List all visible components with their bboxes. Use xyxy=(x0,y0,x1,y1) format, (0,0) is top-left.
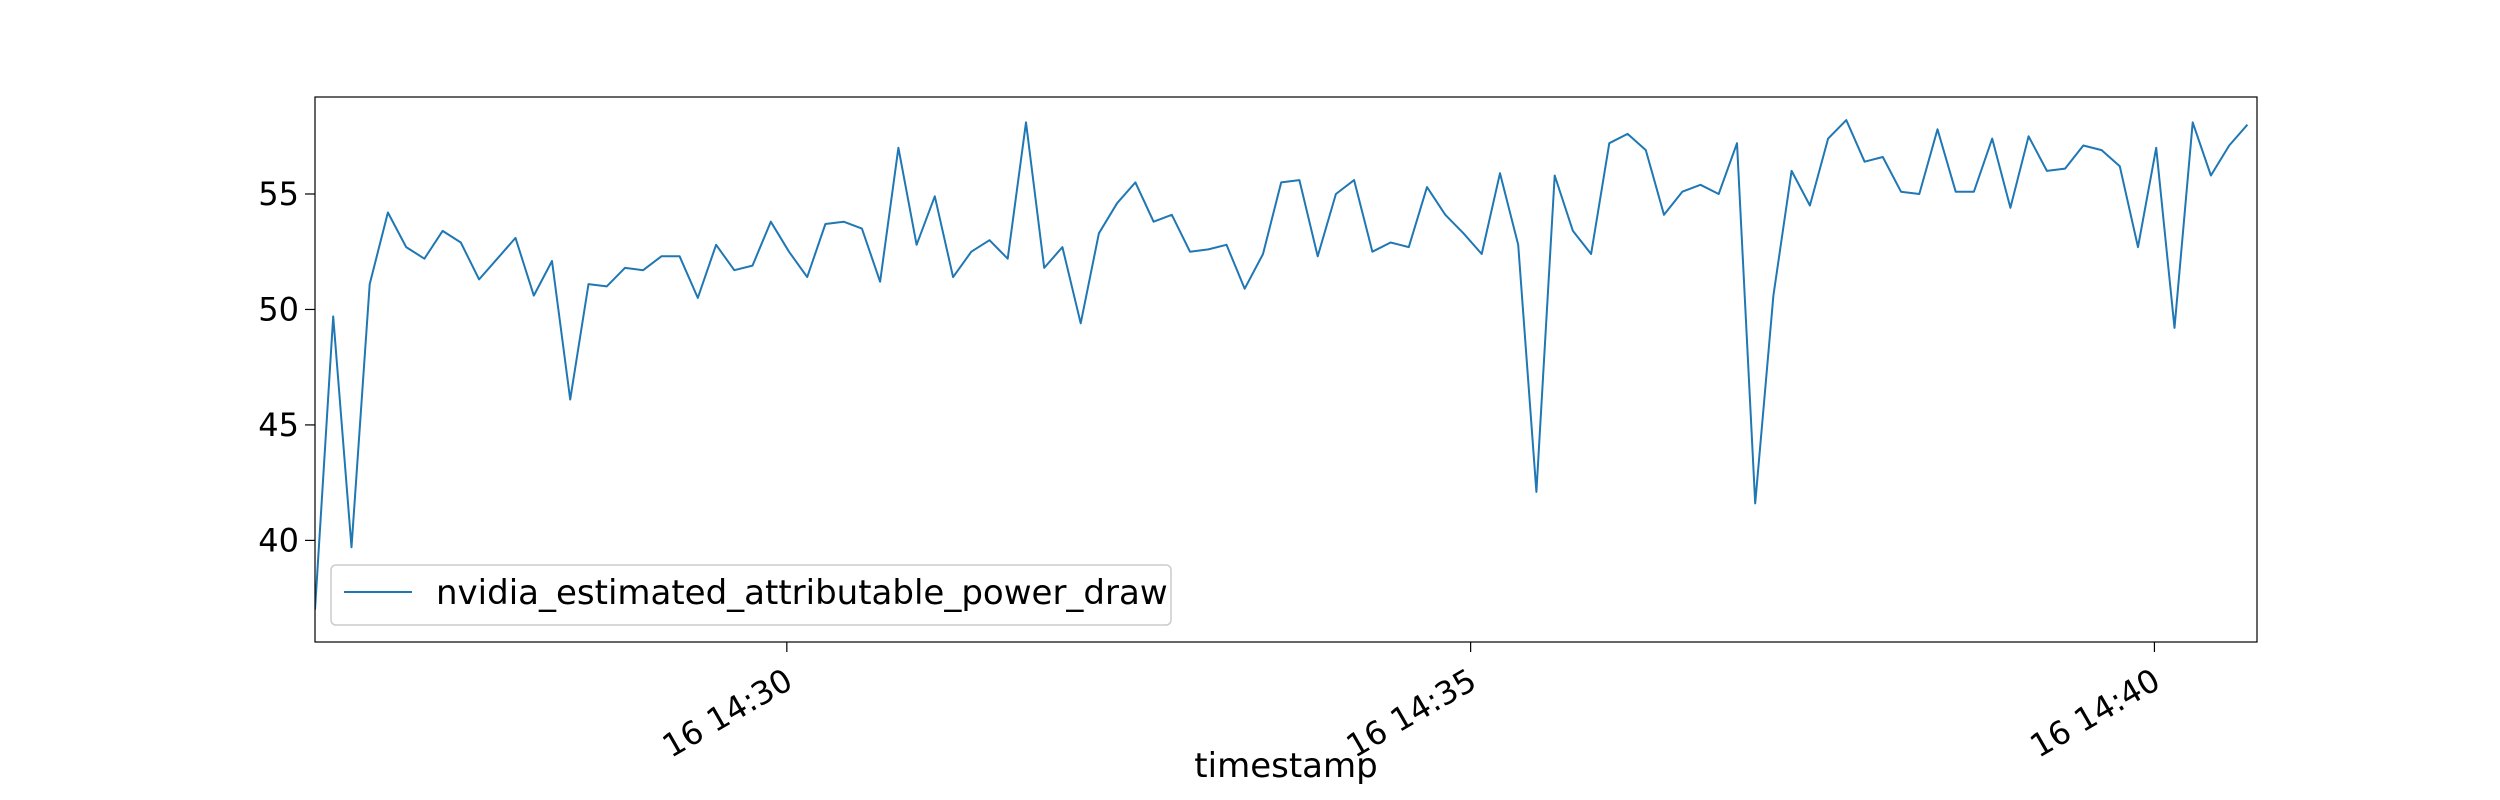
x-tick-label: 16 14:40 xyxy=(2023,661,2166,765)
y-tick-label: 45 xyxy=(258,406,299,444)
legend-label: nvidia_estimated_attributable_power_draw xyxy=(436,573,1168,613)
y-tick-label: 40 xyxy=(258,521,299,559)
x-axis-label: timestamp xyxy=(1194,746,1377,786)
series-layer xyxy=(315,119,2249,610)
series-line xyxy=(315,119,2249,610)
y-axis: 40 45 50 55 xyxy=(258,175,315,559)
y-tick-label: 55 xyxy=(258,175,299,213)
x-tick-label: 16 14:30 xyxy=(656,661,799,765)
legend-box xyxy=(330,564,1172,626)
plot-frame xyxy=(314,96,2258,643)
legend: nvidia_estimated_attributable_power_draw xyxy=(330,564,1172,626)
y-tick-label: 50 xyxy=(258,290,299,328)
x-axis: 16 14:30 16 14:35 16 14:40 xyxy=(656,642,2166,765)
